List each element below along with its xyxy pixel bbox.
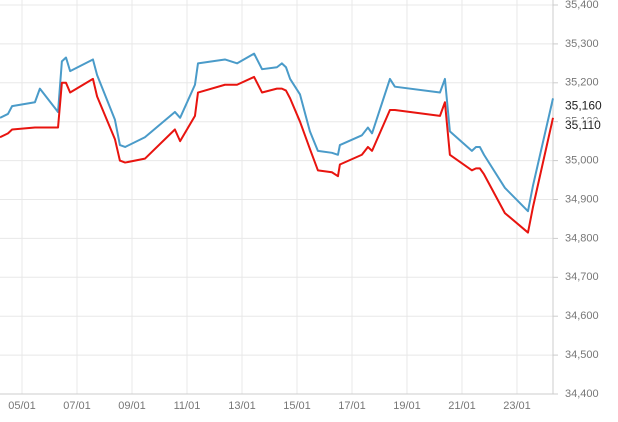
value-label: 35,110	[565, 118, 601, 132]
x-tick-label: 05/01	[8, 400, 36, 412]
x-tick-label: 23/01	[503, 400, 531, 412]
x-tick-label: 21/01	[448, 400, 476, 412]
y-tick-label: 34,900	[565, 193, 599, 205]
y-tick-label: 35,200	[565, 77, 599, 89]
y-tick-label: 35,300	[565, 38, 599, 50]
x-tick-label: 15/01	[283, 400, 311, 412]
x-tick-label: 11/01	[174, 400, 201, 412]
value-label: 35,160	[565, 99, 602, 113]
y-tick-label: 34,600	[565, 310, 599, 322]
y-tick-label: 34,800	[565, 232, 599, 244]
x-tick-label: 17/01	[338, 400, 366, 412]
series-line	[0, 75, 554, 234]
y-tick-label: 35,400	[565, 0, 599, 11]
x-tick-label: 13/01	[228, 400, 256, 412]
y-tick-label: 34,400	[565, 388, 599, 400]
value-label-bg	[561, 118, 607, 133]
y-tick-label: 34,500	[565, 349, 599, 361]
x-tick-label: 09/01	[118, 400, 146, 412]
y-tick-label: 34,700	[565, 271, 599, 283]
series-line	[0, 52, 554, 213]
y-tick-label: 35,000	[565, 155, 599, 167]
x-tick-label: 07/01	[63, 400, 91, 412]
value-label-bg	[561, 99, 607, 114]
x-tick-label: 19/01	[393, 400, 421, 412]
